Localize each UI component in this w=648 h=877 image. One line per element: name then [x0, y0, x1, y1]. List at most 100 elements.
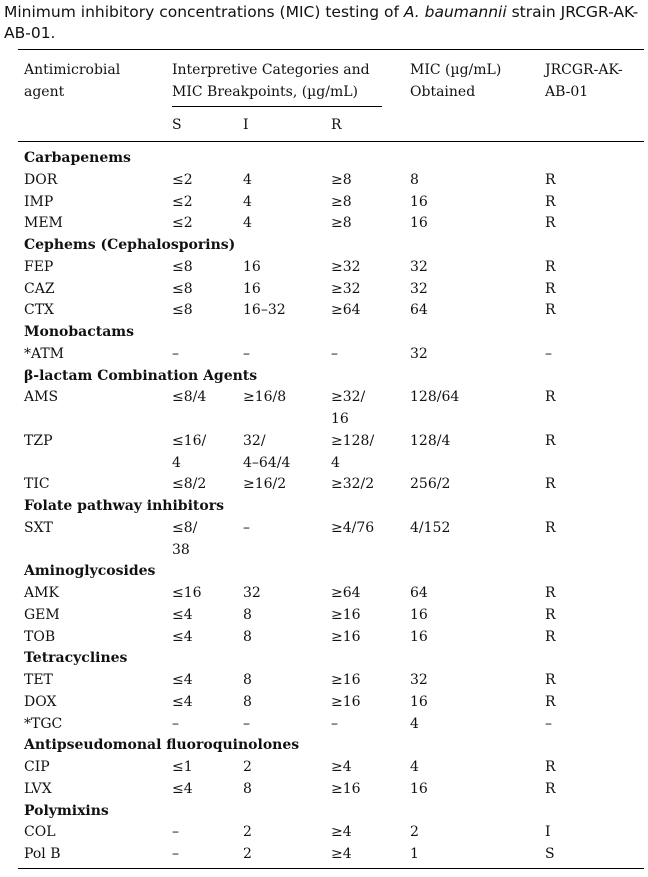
- section-title: Monobactams: [24, 324, 134, 340]
- row-breakpoint-i: 16: [243, 280, 261, 297]
- row-agent: CIP: [24, 759, 50, 775]
- header-strain: AB-01: [545, 83, 589, 100]
- row-breakpoint-i: –: [243, 715, 250, 732]
- row-breakpoint-i: 2: [243, 846, 252, 862]
- table-top-rule: [18, 49, 644, 50]
- row-breakpoint-i: 4: [243, 193, 252, 210]
- row-breakpoint-i: 8: [243, 628, 252, 645]
- row-breakpoint-i: 16–32: [243, 302, 286, 319]
- row-agent: CAZ: [24, 280, 55, 297]
- row-result: R: [545, 476, 556, 493]
- row-mic: 32: [410, 672, 428, 688]
- caption-suffix: strain JRCGR-AK-AB-01.: [4, 3, 639, 42]
- row-breakpoint-s: ≤2: [172, 215, 193, 232]
- row-breakpoint-r: ≥4: [331, 759, 352, 775]
- row-breakpoint-r: –: [331, 345, 338, 362]
- row-result: S: [545, 846, 555, 862]
- row-breakpoint-r: ≥8: [331, 215, 352, 232]
- row-agent: TOB: [24, 628, 56, 645]
- header-bottom-rule: [18, 141, 644, 142]
- row-breakpoint-i: 4–64/4: [243, 454, 291, 471]
- row-breakpoint-i: 32: [243, 585, 261, 601]
- header-r: R: [331, 117, 342, 133]
- row-result: I: [545, 824, 551, 841]
- row-mic: 1: [410, 846, 419, 862]
- row-breakpoint-s: –: [172, 846, 179, 862]
- row-agent: TIC: [24, 476, 50, 493]
- table-caption: Minimum inhibitory concentrations (MIC) …: [4, 2, 644, 44]
- row-agent: TET: [24, 672, 53, 688]
- row-breakpoint-r: 4: [331, 454, 340, 471]
- row-breakpoint-r: ≥4: [331, 846, 352, 862]
- row-breakpoint-s: ≤2: [172, 171, 193, 188]
- row-breakpoint-s: ≤8: [172, 302, 193, 319]
- row-breakpoint-i: –: [243, 519, 250, 536]
- row-breakpoint-s: ≤4: [172, 606, 193, 623]
- row-result: R: [545, 519, 556, 536]
- table-bottom-rule: [18, 868, 644, 869]
- row-breakpoint-r: ≥4/76: [331, 519, 375, 536]
- row-breakpoint-r: ≥32/2: [331, 476, 375, 493]
- row-breakpoint-s: ≤4: [172, 780, 193, 797]
- row-breakpoint-s: ≤4: [172, 672, 193, 688]
- row-agent: FEP: [24, 258, 54, 275]
- row-breakpoint-r: ≥32/: [331, 389, 366, 406]
- row-breakpoint-i: ≥16/8: [243, 389, 287, 406]
- row-mic: 4: [410, 759, 419, 775]
- section-title: Tetracyclines: [24, 650, 128, 667]
- row-result: –: [545, 715, 552, 732]
- caption-prefix: Minimum inhibitory concentrations (MIC) …: [4, 3, 404, 21]
- row-mic: 128/4: [410, 432, 451, 449]
- row-mic: 16: [410, 193, 428, 210]
- row-agent: GEM: [24, 606, 60, 623]
- row-breakpoint-s: ≤4: [172, 628, 193, 645]
- section-title: Folate pathway inhibitors: [24, 498, 224, 514]
- row-mic: 16: [410, 215, 428, 232]
- row-breakpoint-s: 38: [172, 541, 190, 558]
- row-mic: 32: [410, 280, 428, 297]
- row-agent: SXT: [24, 519, 53, 536]
- row-breakpoint-r: ≥8: [331, 193, 352, 210]
- row-result: R: [545, 171, 556, 188]
- row-breakpoint-s: –: [172, 824, 179, 841]
- section-title: Cephems (Cephalosporins): [24, 237, 236, 253]
- row-agent: *TGC: [24, 715, 63, 732]
- row-mic: 128/64: [410, 389, 460, 406]
- row-agent: MEM: [24, 215, 63, 232]
- header-agent: agent: [24, 83, 65, 100]
- header-strain: JRCGR-AK-: [545, 62, 623, 78]
- row-agent: COL: [24, 824, 56, 841]
- row-agent: AMK: [24, 585, 59, 601]
- row-result: R: [545, 585, 556, 601]
- row-breakpoint-r: ≥4: [331, 824, 352, 841]
- row-breakpoint-s: ≤8/: [172, 519, 198, 536]
- row-mic: 32: [410, 345, 428, 362]
- row-result: R: [545, 693, 556, 710]
- row-mic: 8: [410, 171, 419, 188]
- row-mic: 16: [410, 606, 428, 623]
- header-interpretive-categories: Interpretive Categories and: [172, 62, 370, 78]
- row-breakpoint-r: ≥16: [331, 780, 361, 797]
- row-breakpoint-s: 4: [172, 454, 181, 471]
- row-result: R: [545, 280, 556, 297]
- row-breakpoint-s: –: [172, 715, 179, 732]
- row-agent: Pol B: [24, 846, 61, 862]
- row-mic: 16: [410, 780, 428, 797]
- row-breakpoint-i: 16: [243, 258, 261, 275]
- row-breakpoint-r: –: [331, 715, 338, 732]
- row-result: R: [545, 606, 556, 623]
- row-result: R: [545, 759, 556, 775]
- row-mic: 2: [410, 824, 419, 841]
- row-result: R: [545, 780, 556, 797]
- row-result: R: [545, 432, 556, 449]
- row-mic: 4/152: [410, 519, 451, 536]
- row-breakpoint-r: ≥16: [331, 672, 361, 688]
- row-breakpoint-i: 4: [243, 215, 252, 232]
- section-title: Carbapenems: [24, 150, 131, 166]
- row-mic: 16: [410, 693, 428, 710]
- header-i: I: [243, 117, 249, 133]
- row-breakpoint-i: 8: [243, 780, 252, 797]
- row-agent: *ATM: [24, 345, 65, 362]
- row-breakpoint-i: 2: [243, 824, 252, 841]
- row-breakpoint-s: ≤1: [172, 759, 193, 775]
